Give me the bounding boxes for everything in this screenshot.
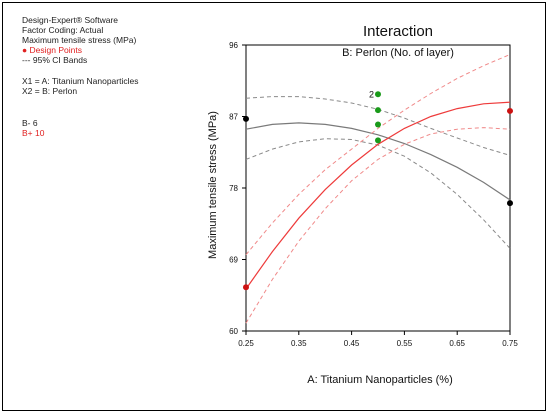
design-point-red xyxy=(243,284,249,291)
b-plus-series-line xyxy=(245,101,511,290)
x-tick-label: 0.55 xyxy=(397,339,413,348)
y-tick-label: 87 xyxy=(229,113,238,122)
x-tick-label: 0.25 xyxy=(238,339,254,348)
x-tick-label: 0.35 xyxy=(291,339,307,348)
b-plus-ci-upper xyxy=(245,54,511,256)
y-tick-label: 96 xyxy=(229,41,238,50)
x2-label: X2 = B: Perlon xyxy=(22,86,78,96)
x-tick-label: 0.75 xyxy=(502,339,518,348)
y-tick-label: 69 xyxy=(229,256,238,265)
b-minus-series-line xyxy=(245,122,511,201)
b-minus-legend: B- 6 xyxy=(22,118,38,128)
design-point-red xyxy=(507,107,513,114)
x-tick-label: 0.45 xyxy=(344,339,360,348)
design-points-label: Design Points xyxy=(29,45,82,55)
b-plus-legend: B+ 10 xyxy=(22,128,45,138)
y-axis-label: Maximum tensile stress (MPa) xyxy=(207,111,219,259)
ci-bands-label: 95% CI Bands xyxy=(32,55,88,65)
design-points-legend: ● Design Points xyxy=(22,45,82,55)
ci-bands-legend: --- 95% CI Bands xyxy=(22,55,88,65)
design-point-green xyxy=(375,121,381,128)
b-minus-ci-lower xyxy=(245,138,511,249)
y-tick-label: 78 xyxy=(229,184,238,193)
x-axis-label: A: Titanium Nanoparticles (%) xyxy=(307,374,453,386)
design-point-black xyxy=(243,115,249,122)
factor-coding-label: Factor Coding: Actual xyxy=(22,25,104,35)
design-point-green xyxy=(375,137,381,144)
x-tick-label: 0.65 xyxy=(449,339,465,348)
x1-label: X1 = A: Titanium Nanoparticles xyxy=(22,76,139,86)
software-label: Design-Expert® Software xyxy=(22,15,119,25)
b-plus-ci-lower xyxy=(245,127,511,324)
chart-subtitle: B: Perlon (No. of layer) xyxy=(342,47,454,59)
y-tick-label: 60 xyxy=(229,327,238,336)
plot-area: 0.25 0.35 0.45 0.55 0.65 0.75 60 69 78 87 96 2 xyxy=(229,41,518,348)
design-point-green xyxy=(375,91,381,98)
design-point-black xyxy=(507,200,513,207)
chart-title: Interaction xyxy=(363,23,433,40)
chart-frame xyxy=(2,2,546,411)
info-panel: Design-Expert® Software Factor Coding: A… xyxy=(22,15,138,138)
design-point-green xyxy=(375,107,381,114)
plot-border xyxy=(245,44,511,332)
response-label: Maximum tensile stress (MPa) xyxy=(22,35,137,45)
point-count-label: 2 xyxy=(369,89,374,99)
